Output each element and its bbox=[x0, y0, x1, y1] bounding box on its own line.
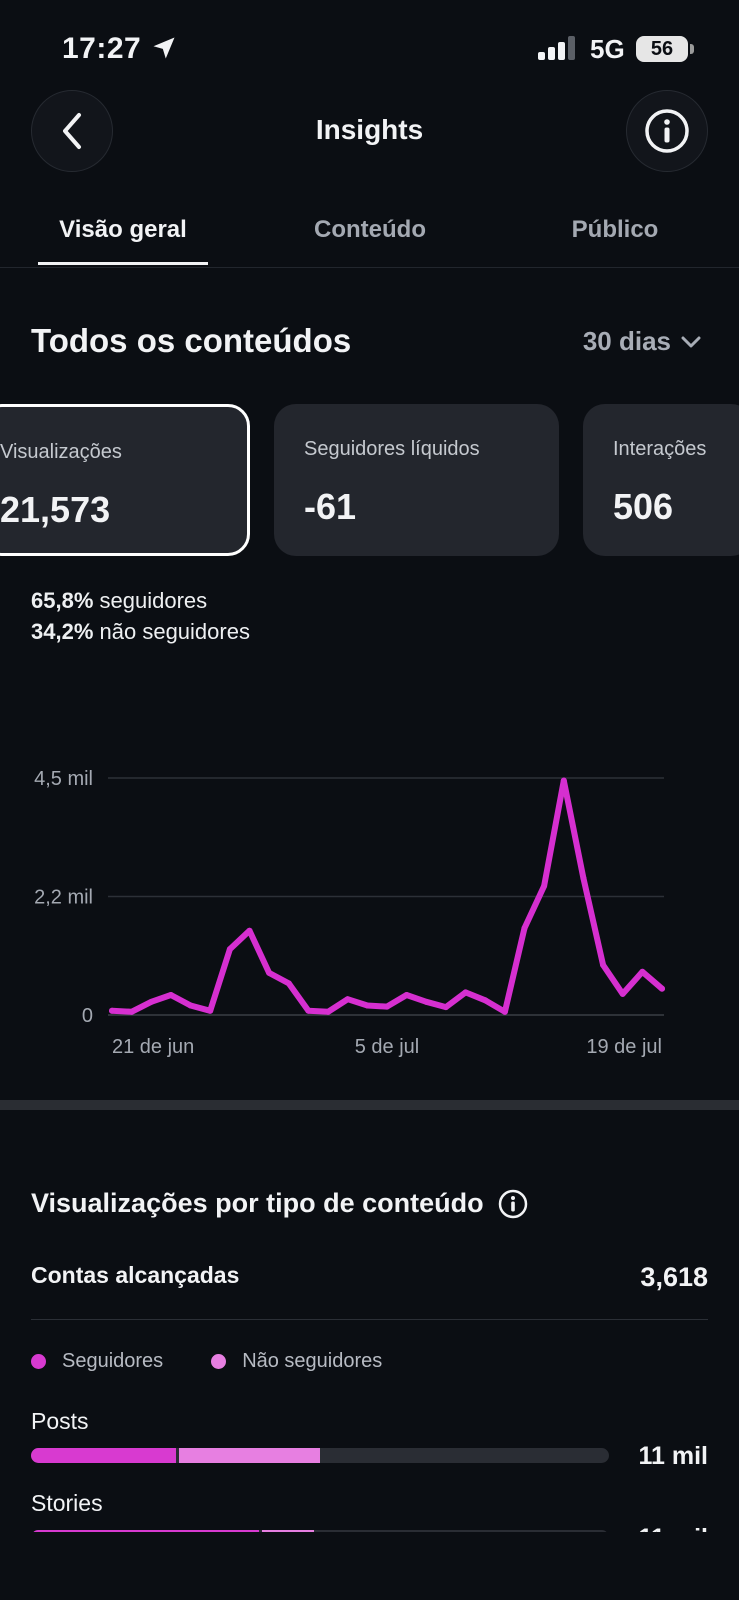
data-point bbox=[109, 1007, 115, 1014]
x-tick-label: 19 de jul bbox=[586, 1036, 662, 1058]
chevron-left-icon bbox=[63, 113, 81, 149]
data-point bbox=[619, 990, 626, 997]
page-title: Insights bbox=[315, 114, 424, 145]
status-time: 17:27 bbox=[62, 32, 142, 65]
location-arrow-icon bbox=[153, 37, 175, 59]
breakdown-title-text: Visualizações por tipo de conteúdo bbox=[31, 1188, 484, 1218]
accounts-reached-value: 3,618 bbox=[640, 1262, 708, 1292]
legend-label: Não seguidores bbox=[242, 1350, 383, 1372]
data-point bbox=[305, 1007, 312, 1014]
breakdown-title: Visualizações por tipo de conteúdo bbox=[31, 1188, 528, 1219]
data-point bbox=[344, 996, 351, 1003]
bar-followers-segment bbox=[31, 1448, 176, 1463]
legend-dot bbox=[211, 1354, 227, 1369]
tab-audience[interactable]: Público bbox=[571, 216, 659, 243]
status-bar: 17:27 5G 56 bbox=[0, 0, 739, 90]
content-type-row-posts[interactable]: Posts 11 mil bbox=[31, 1408, 708, 1488]
signal-icon bbox=[538, 36, 575, 60]
data-point bbox=[442, 1004, 449, 1011]
active-tab-indicator bbox=[38, 262, 208, 265]
legend-dot bbox=[31, 1354, 46, 1369]
data-point bbox=[600, 961, 607, 968]
data-point bbox=[364, 1002, 371, 1009]
accounts-reached-row: Contas alcançadas 3,618 bbox=[31, 1262, 708, 1320]
chevron-down-icon bbox=[681, 336, 701, 347]
content-type-label: Stories bbox=[31, 1490, 103, 1516]
chart-legend: Seguidores Não seguidores bbox=[31, 1350, 382, 1373]
metric-value: 21,573 bbox=[0, 489, 111, 530]
metric-card-views[interactable]: Visualizações 21,573 bbox=[0, 404, 250, 556]
x-tick-label: 5 de jul bbox=[355, 1036, 420, 1058]
data-point bbox=[639, 968, 646, 975]
data-point bbox=[226, 946, 233, 953]
accounts-reached-label: Contas alcançadas bbox=[31, 1262, 240, 1288]
non-followers-share-percent: 34,2% bbox=[31, 619, 94, 644]
date-range-dropdown[interactable]: 30 dias bbox=[583, 326, 701, 357]
metric-label: Seguidores líquidos bbox=[304, 438, 480, 460]
non-followers-share: 34,2% não seguidores bbox=[31, 619, 250, 645]
metric-value: 506 bbox=[613, 486, 674, 527]
back-button[interactable] bbox=[31, 90, 113, 172]
network-type: 5G bbox=[590, 34, 625, 64]
tab-content[interactable]: Conteúdo bbox=[314, 216, 426, 243]
data-point bbox=[167, 991, 174, 998]
info-icon bbox=[645, 109, 689, 153]
content-type-bar bbox=[31, 1448, 609, 1463]
data-point bbox=[462, 989, 469, 996]
battery-icon: 56 bbox=[636, 36, 688, 62]
data-point bbox=[403, 991, 410, 998]
data-point bbox=[246, 927, 253, 934]
data-point bbox=[659, 985, 665, 992]
metric-label: Visualizações bbox=[0, 441, 122, 463]
info-icon[interactable] bbox=[498, 1189, 528, 1219]
tab-bar: Visão geral Conteúdo Público bbox=[0, 200, 739, 268]
data-point bbox=[325, 1008, 332, 1015]
views-line-chart: 0 2,2 mil 4,5 mil 21 de jun 5 de jul 19 de ju… bbox=[34, 768, 665, 1058]
y-tick-label: 2,2 mil bbox=[34, 887, 93, 909]
section-divider bbox=[0, 1100, 739, 1110]
metric-value: -61 bbox=[304, 486, 357, 527]
data-point bbox=[580, 875, 587, 882]
tab-overview[interactable]: Visão geral bbox=[59, 216, 187, 243]
y-tick-label: 4,5 mil bbox=[34, 768, 93, 790]
followers-share: 65,8% seguidores bbox=[31, 588, 207, 614]
data-point bbox=[148, 998, 155, 1005]
data-point bbox=[560, 777, 567, 784]
battery-nub bbox=[690, 44, 694, 54]
section-title: Todos os conteúdos bbox=[31, 322, 352, 359]
non-followers-share-label: não seguidores bbox=[99, 619, 250, 644]
bar-non-followers-segment bbox=[178, 1448, 321, 1463]
data-point bbox=[285, 980, 292, 987]
data-point bbox=[187, 1002, 194, 1009]
data-point bbox=[128, 1008, 135, 1015]
metric-card-net-followers[interactable]: Seguidores líquidos -61 bbox=[274, 404, 559, 556]
data-point bbox=[207, 1007, 214, 1014]
legend-non-followers: Não seguidores bbox=[211, 1350, 382, 1373]
y-tick-label: 0 bbox=[82, 1005, 93, 1027]
bottom-cutoff bbox=[0, 1532, 739, 1600]
content-type-label: Posts bbox=[31, 1408, 89, 1434]
content-type-value: 11 mil bbox=[638, 1442, 709, 1470]
x-tick-label: 21 de jun bbox=[112, 1036, 194, 1058]
legend-label: Seguidores bbox=[62, 1350, 164, 1372]
data-point bbox=[266, 969, 273, 976]
data-point bbox=[541, 882, 548, 889]
date-range-label: 30 dias bbox=[582, 326, 671, 356]
metric-label: Interações bbox=[613, 438, 707, 460]
legend-followers: Seguidores bbox=[31, 1350, 163, 1373]
metric-card-interactions[interactable]: Interações 506 bbox=[583, 404, 739, 556]
followers-share-percent: 65,8% bbox=[31, 588, 94, 613]
data-point bbox=[482, 997, 489, 1004]
data-point bbox=[521, 925, 528, 932]
data-point bbox=[501, 1008, 508, 1015]
followers-share-label: seguidores bbox=[99, 588, 208, 613]
info-button[interactable] bbox=[626, 90, 708, 172]
data-point bbox=[423, 998, 430, 1005]
data-point bbox=[384, 1003, 390, 1010]
